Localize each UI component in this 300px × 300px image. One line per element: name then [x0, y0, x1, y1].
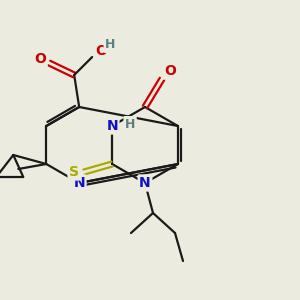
Text: S: S [69, 165, 79, 179]
Text: N: N [139, 176, 151, 190]
Text: H: H [105, 38, 116, 52]
Text: H: H [125, 118, 135, 130]
Text: O: O [164, 64, 176, 78]
Text: O: O [34, 52, 46, 66]
Text: O: O [95, 44, 107, 58]
Text: N: N [106, 119, 118, 133]
Text: N: N [74, 176, 85, 190]
